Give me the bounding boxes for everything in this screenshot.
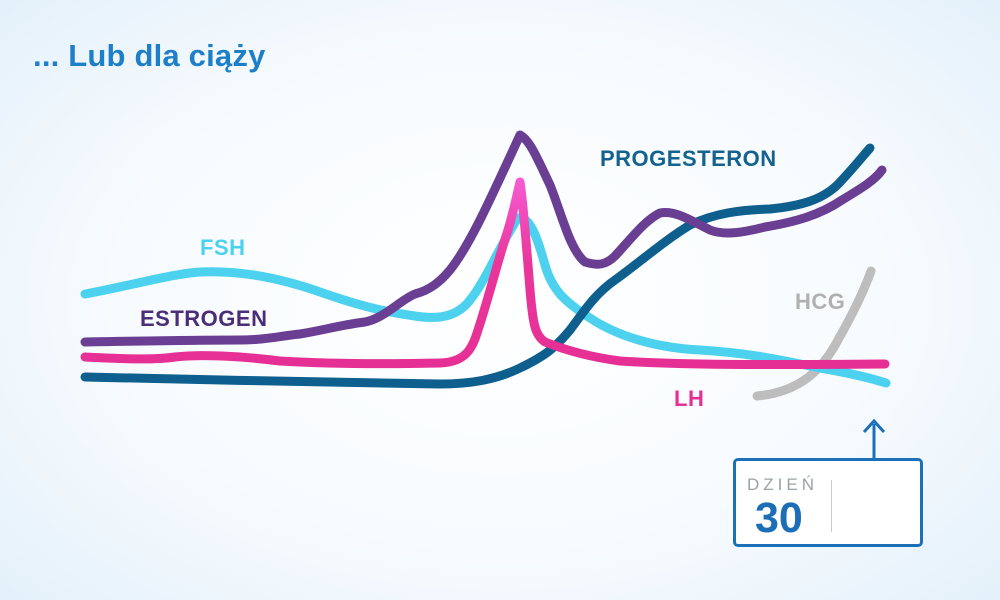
estrogen-label: ESTROGEN bbox=[140, 306, 268, 331]
day-counter-box: DZIEŃ 30 bbox=[733, 458, 923, 547]
page-title: ... Lub dla ciąży bbox=[33, 38, 266, 73]
fsh-curve bbox=[80, 213, 891, 388]
lh-label: LH bbox=[674, 386, 705, 411]
day-label: DZIEŃ bbox=[747, 475, 818, 494]
estrogen-curve bbox=[80, 130, 887, 347]
lh-curve bbox=[80, 177, 890, 370]
progesteron-label: PROGESTERON bbox=[600, 146, 777, 171]
arrow-up-icon bbox=[862, 418, 886, 458]
hcg-curve bbox=[752, 266, 876, 401]
progesteron-curve bbox=[80, 143, 875, 389]
day-divider bbox=[831, 480, 832, 532]
fsh-label: FSH bbox=[200, 235, 246, 260]
hcg-label: HCG bbox=[795, 289, 846, 314]
day-number: 30 bbox=[755, 494, 803, 542]
